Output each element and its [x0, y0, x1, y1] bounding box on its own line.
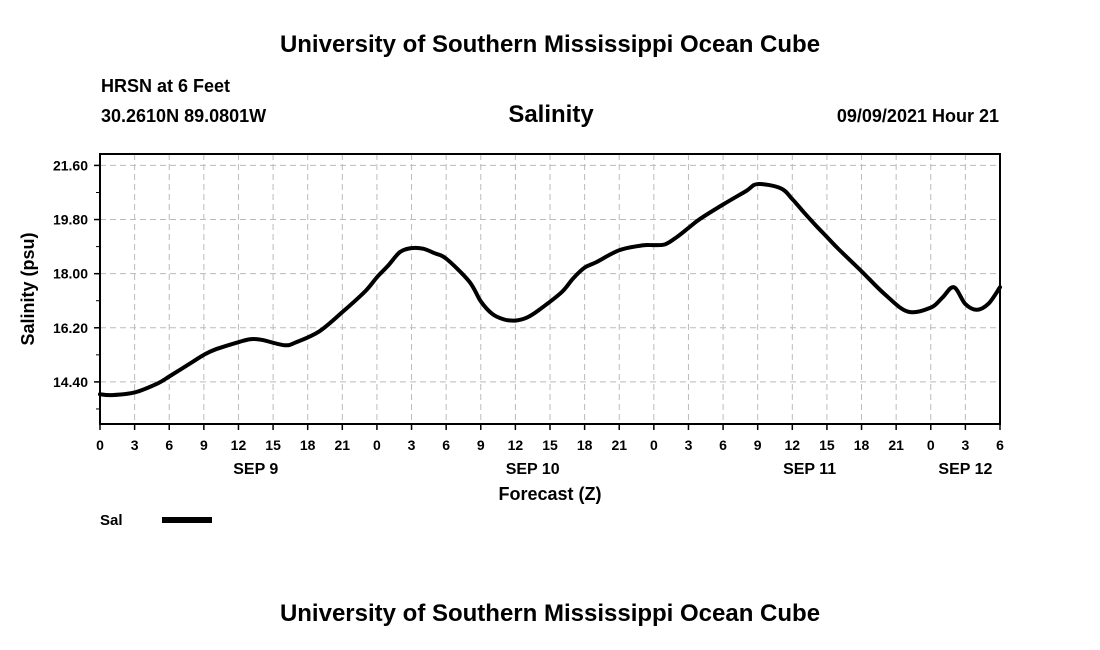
x-tick-label: 12 [231, 437, 247, 453]
day-label: SEP 11 [783, 461, 836, 478]
x-tick-label: 0 [96, 437, 104, 453]
day-label: SEP 10 [506, 461, 560, 478]
x-tick-label: 6 [996, 437, 1004, 453]
x-tick-label: 18 [577, 437, 593, 453]
station-label: HRSN at 6 Feet [101, 76, 231, 96]
x-tick-label: 6 [165, 437, 173, 453]
x-axis-label: Forecast (Z) [498, 484, 601, 504]
y-tick-label: 16.20 [53, 320, 88, 336]
x-tick-label: 9 [477, 437, 485, 453]
x-tick-label: 0 [373, 437, 381, 453]
x-tick-label: 6 [719, 437, 727, 453]
y-axis-label: Salinity (psu) [18, 232, 38, 345]
y-tick-label: 21.60 [53, 157, 88, 173]
x-tick-label: 21 [888, 437, 904, 453]
page-title-top: University of Southern Mississippi Ocean… [279, 31, 821, 58]
day-label: SEP 12 [938, 461, 992, 478]
chart-title: Salinity [508, 101, 594, 128]
x-tick-label: 12 [785, 437, 801, 453]
x-tick-label: 3 [408, 437, 416, 453]
timestamp-label: 09/09/2021 Hour 21 [836, 106, 999, 126]
x-tick-label: 21 [335, 437, 351, 453]
y-tick-label: 18.00 [53, 266, 88, 282]
day-label: SEP 9 [233, 461, 278, 478]
x-tick-label: 3 [685, 437, 693, 453]
x-tick-label: 15 [819, 437, 835, 453]
coordinates-label: 30.2610N 89.0801W [101, 106, 267, 126]
page-title-bottom: University of Southern Mississippi Ocean… [279, 600, 821, 627]
x-tick-label: 18 [300, 437, 316, 453]
legend-label: Sal [100, 512, 123, 529]
x-tick-label: 6 [442, 437, 450, 453]
y-tick-label: 14.40 [53, 374, 88, 390]
y-tick-label: 19.80 [53, 212, 88, 228]
x-tick-label: 21 [611, 437, 627, 453]
x-tick-label: 15 [265, 437, 281, 453]
series-line-sal [98, 182, 1002, 398]
x-tick-label: 3 [131, 437, 139, 453]
x-tick-label: 0 [927, 437, 935, 453]
x-tick-label: 12 [508, 437, 524, 453]
x-tick-label: 9 [754, 437, 762, 453]
x-tick-label: 15 [542, 437, 558, 453]
x-tick-label: 18 [854, 437, 870, 453]
x-tick-label: 9 [200, 437, 208, 453]
x-tick-label: 3 [961, 437, 969, 453]
x-tick-label: 0 [650, 437, 658, 453]
